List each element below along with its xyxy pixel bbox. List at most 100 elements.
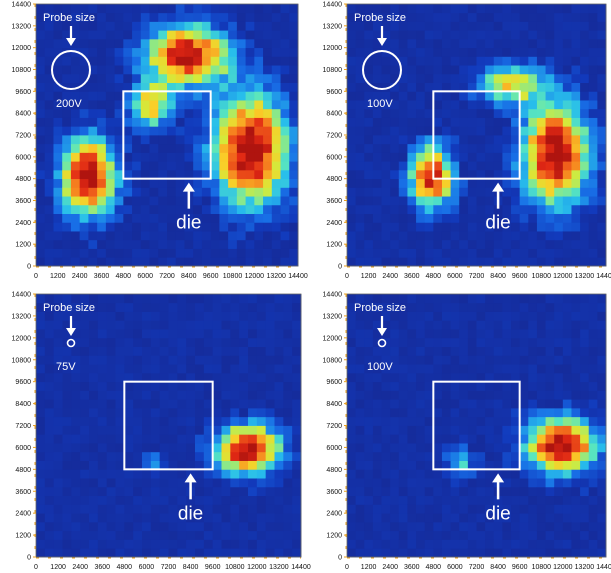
- heatmap-cell: [450, 82, 460, 92]
- heatmap-cell: [528, 372, 538, 383]
- heatmap-cell: [381, 4, 391, 14]
- x-tick-label: 1200: [50, 273, 66, 280]
- heatmap-cell: [536, 73, 546, 83]
- heatmap-cell: [580, 469, 590, 479]
- heatmap-cell: [175, 178, 185, 188]
- heatmap-cell: [228, 231, 238, 241]
- heatmap-cell: [493, 416, 503, 426]
- heatmap-cell: [53, 56, 63, 66]
- heatmap-cell: [236, 135, 246, 145]
- heatmap-cell: [79, 169, 89, 180]
- heatmap-cell: [36, 231, 46, 241]
- heatmap-cell: [424, 187, 434, 197]
- heatmap-cell: [289, 21, 299, 31]
- heatmap-cell: [230, 337, 240, 347]
- heatmap-cell: [528, 38, 538, 49]
- heatmap-cell: [114, 196, 124, 206]
- y-tick-label: 9600: [326, 379, 342, 386]
- heatmap-cell: [433, 329, 443, 339]
- heatmap-cell: [407, 222, 417, 232]
- heatmap-cell: [248, 416, 258, 426]
- heatmap-cell: [203, 521, 214, 532]
- heatmap-cell: [511, 337, 521, 347]
- heatmap-cell: [398, 108, 408, 118]
- heatmap-cell: [203, 329, 214, 339]
- heatmap-cell: [381, 100, 391, 110]
- heatmap-cell: [193, 30, 203, 40]
- heatmap-cell: [115, 416, 125, 426]
- heatmap-cell: [167, 47, 177, 57]
- heatmap-cell: [36, 213, 46, 223]
- heatmap-cell: [167, 248, 177, 258]
- x-tick-label: 9600: [205, 564, 221, 571]
- heatmap-panel-1: 0 1200 2400 3600 4800 6000 7200 8400 9600 10800 12…: [12, 2, 308, 281]
- heatmap-cell: [280, 204, 290, 214]
- heatmap-cell: [105, 187, 115, 197]
- heatmap-cell: [62, 451, 72, 461]
- heatmap-cell: [381, 381, 391, 391]
- heatmap-cell: [236, 152, 246, 162]
- heatmap-cell: [554, 100, 564, 110]
- heatmap-cell: [571, 548, 581, 558]
- heatmap-cell: [71, 443, 81, 453]
- heatmap-cell: [168, 407, 178, 418]
- heatmap-cell: [588, 91, 598, 101]
- heatmap-cell: [424, 478, 434, 488]
- heatmap-cell: [193, 108, 203, 118]
- heatmap-cell: [398, 204, 408, 214]
- heatmap-cell: [201, 82, 212, 92]
- heatmap-cell: [71, 486, 81, 497]
- heatmap-cell: [132, 108, 142, 118]
- heatmap-cell: [124, 539, 134, 549]
- heatmap-cell: [416, 425, 426, 435]
- heatmap-cell: [372, 143, 382, 153]
- heatmap-cell: [347, 143, 357, 153]
- heatmap-cell: [193, 126, 203, 136]
- heatmap-cell: [467, 108, 477, 118]
- y-tick-label: 13200: [323, 23, 343, 30]
- heatmap-cell: [562, 91, 572, 101]
- heatmap-cell: [132, 21, 142, 31]
- heatmap-cell: [528, 337, 538, 347]
- heatmap-cell: [236, 222, 246, 232]
- heatmap-cell: [467, 178, 477, 188]
- heatmap-cell: [132, 73, 142, 83]
- heatmap-cell: [274, 407, 284, 418]
- heatmap-cell: [433, 381, 443, 391]
- heatmap-cell: [562, 108, 572, 118]
- heatmap-cell: [580, 91, 590, 101]
- heatmap-cell: [571, 161, 581, 171]
- heatmap-cell: [485, 204, 495, 214]
- heatmap-cell: [274, 416, 284, 426]
- heatmap-cell: [588, 495, 598, 505]
- heatmap-cell: [485, 239, 495, 249]
- heatmap-cell: [390, 161, 400, 171]
- heatmap-cell: [467, 513, 477, 523]
- heatmap-cell: [571, 38, 581, 49]
- heatmap-cell: [193, 91, 203, 101]
- heatmap-cell: [248, 478, 258, 488]
- heatmap-cell: [459, 47, 469, 57]
- heatmap-cell: [280, 222, 290, 232]
- heatmap-cell: [88, 82, 98, 92]
- heatmap-cell: [511, 364, 521, 374]
- heatmap-cell: [467, 222, 477, 232]
- heatmap-cell: [433, 390, 443, 400]
- heatmap-cell: [44, 372, 55, 383]
- heatmap-cell: [159, 469, 169, 479]
- heatmap-cell: [502, 311, 512, 321]
- heatmap-cell: [228, 56, 238, 66]
- heatmap-cell: [219, 222, 229, 232]
- heatmap-cell: [519, 82, 529, 92]
- heatmap-cell: [177, 425, 187, 435]
- heatmap-cell: [158, 108, 168, 118]
- heatmap-cell: [355, 73, 365, 83]
- heatmap-cell: [441, 73, 451, 83]
- heatmap-cell: [511, 196, 521, 206]
- heatmap-cell: [433, 294, 443, 304]
- heatmap-cell: [245, 213, 255, 223]
- heatmap-cell: [511, 478, 521, 488]
- heatmap-cell: [168, 355, 178, 365]
- heatmap-cell: [236, 91, 246, 101]
- heatmap-cell: [70, 257, 81, 267]
